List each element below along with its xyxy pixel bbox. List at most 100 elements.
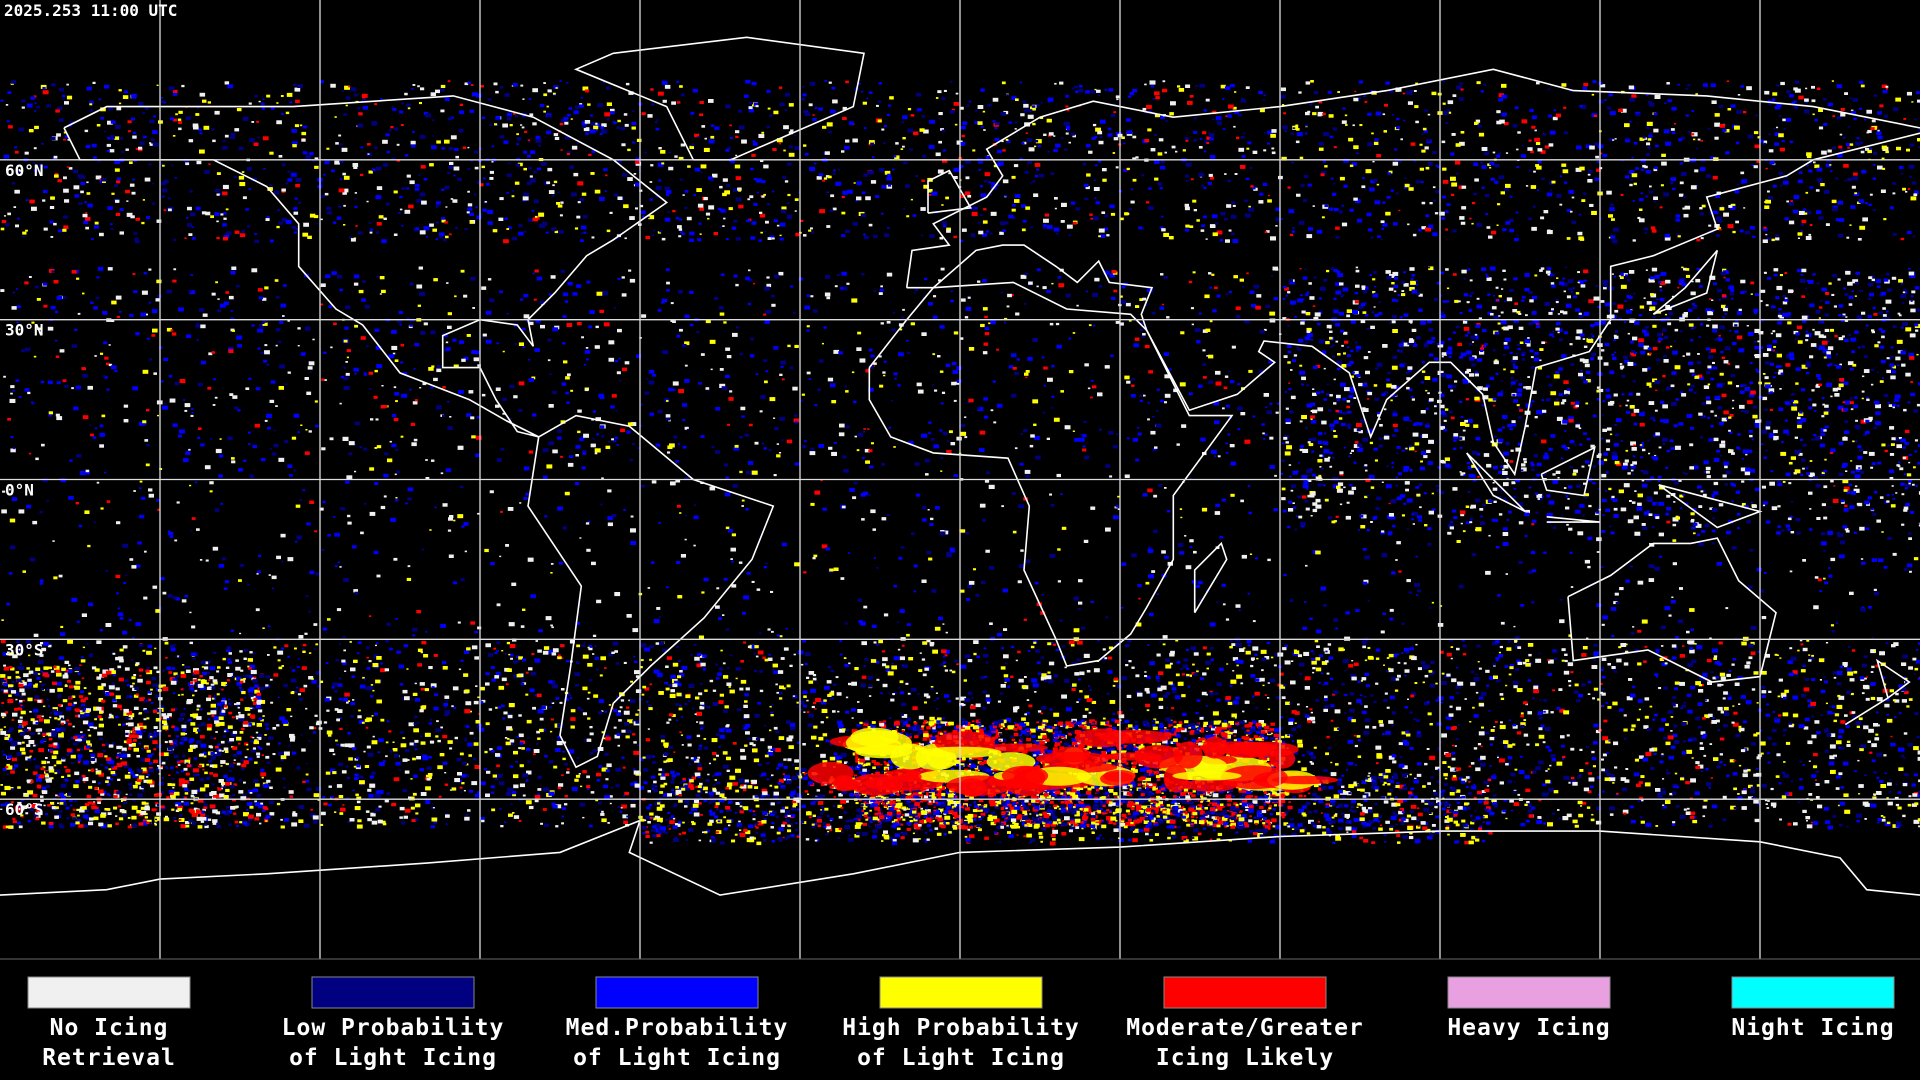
icing-pixel (623, 204, 629, 208)
icing-pixel (1911, 196, 1917, 200)
icing-pixel (1643, 136, 1646, 138)
icing-pixel (26, 199, 29, 201)
icing-pixel (942, 221, 947, 225)
icing-pixel (1699, 207, 1702, 209)
icing-pixel (1469, 218, 1471, 220)
icing-pixel (1361, 185, 1365, 188)
icing-pixel (817, 176, 822, 180)
icing-pixel (1816, 210, 1821, 214)
icing-pixel (200, 93, 206, 97)
icing-pixel (1581, 199, 1585, 202)
icing-pixel (14, 146, 17, 148)
icing-pixel (269, 184, 273, 187)
icing-pixel (1371, 133, 1374, 135)
icing-pixel (161, 97, 163, 99)
icing-pixel (543, 93, 547, 96)
icing-pixel (1193, 131, 1197, 134)
icing-pixel (467, 207, 472, 211)
icing-pixel (841, 212, 845, 215)
icing-pixel (512, 190, 515, 192)
icing-pixel (689, 239, 694, 242)
icing-pixel (789, 146, 793, 149)
icing-pixel (888, 105, 891, 107)
icing-pixel (146, 216, 150, 219)
icing-pixel (1770, 161, 1775, 165)
icing-pixel (677, 225, 682, 228)
icing-pixel (712, 174, 718, 178)
icing-pixel (1779, 115, 1782, 117)
icing-pixel (1853, 98, 1858, 102)
icing-pixel (196, 207, 201, 211)
icing-pixel (520, 124, 522, 126)
icing-pixel (1281, 88, 1286, 92)
icing-pixel (458, 129, 463, 133)
icing-pixel (119, 89, 122, 91)
icing-pixel (1421, 181, 1424, 183)
icing-pixel (903, 208, 905, 210)
icing-pixel (1367, 142, 1373, 146)
icing-pixel (1456, 143, 1461, 147)
icing-pixel (1764, 205, 1769, 209)
icing-pixel (832, 100, 838, 104)
icing-pixel (239, 176, 244, 180)
icing-pixel (83, 221, 88, 225)
icing-pixel (1090, 218, 1093, 220)
icing-pixel (57, 179, 62, 182)
icing-pixel (1606, 191, 1612, 195)
icing-pixel (22, 236, 25, 238)
icing-pixel (1895, 98, 1901, 102)
icing-pixel (1695, 93, 1698, 95)
icing-pixel (1096, 201, 1101, 204)
icing-pixel (995, 122, 1000, 125)
icing-pixel (404, 93, 408, 96)
icing-pixel (1292, 227, 1294, 229)
icing-pixel (1461, 206, 1466, 209)
icing-pixel (978, 231, 983, 235)
icing-pixel (760, 232, 763, 234)
icing-pixel (787, 163, 792, 166)
icing-pixel (1789, 221, 1794, 225)
icing-pixel (1113, 111, 1116, 113)
icing-pixel (577, 143, 579, 145)
icing-pixel (188, 233, 192, 236)
icing-pixel (1772, 92, 1777, 95)
icing-pixel (1408, 101, 1413, 105)
icing-pixel (785, 109, 788, 111)
icing-pixel (15, 225, 19, 228)
icing-pixel (1334, 208, 1339, 211)
icing-pixel (380, 98, 382, 100)
icing-pixel (701, 164, 707, 168)
icing-pixel (460, 104, 463, 106)
icing-pixel (1649, 191, 1653, 194)
icing-pixel (583, 215, 588, 218)
icing-pixel (1877, 166, 1883, 170)
icing-pixel (386, 203, 390, 206)
icing-pixel (1755, 115, 1758, 117)
icing-pixel (363, 106, 368, 110)
icing-pixel (1844, 180, 1846, 182)
icing-pixel (732, 227, 737, 230)
icing-pixel (966, 105, 969, 107)
icing-pixel (358, 231, 363, 234)
icing-pixel (1588, 174, 1591, 176)
icing-pixel (1534, 138, 1540, 142)
icing-pixel (1576, 146, 1582, 150)
icing-pixel (344, 176, 350, 180)
icing-pixel (981, 193, 987, 197)
icing-pixel (432, 229, 437, 232)
icing-pixel (689, 146, 694, 149)
icing-pixel (1755, 145, 1760, 149)
icing-pixel (1000, 221, 1006, 225)
icing-pixel (1671, 177, 1677, 181)
icing-pixel (1722, 129, 1726, 132)
icing-pixel (1185, 85, 1190, 89)
icing-pixel (939, 118, 941, 119)
icing-pixel (579, 104, 584, 107)
icing-pixel (459, 111, 464, 115)
icing-pixel (991, 212, 997, 216)
icing-pixel (665, 85, 671, 89)
icing-pixel (735, 165, 740, 169)
icing-pixel (1483, 84, 1486, 86)
icing-pixel (1564, 131, 1568, 134)
icing-pixel (938, 141, 942, 144)
